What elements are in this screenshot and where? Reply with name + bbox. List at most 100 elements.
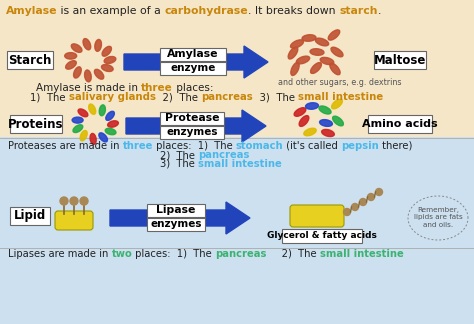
Ellipse shape [102, 46, 111, 56]
Ellipse shape [291, 63, 299, 75]
Ellipse shape [95, 40, 101, 51]
Text: salivary glands: salivary glands [69, 92, 156, 102]
Ellipse shape [322, 130, 334, 136]
Text: and other sugars, e.g. dextrins: and other sugars, e.g. dextrins [278, 78, 401, 87]
Text: places:: places: [173, 83, 213, 93]
FancyBboxPatch shape [55, 211, 93, 230]
Text: 2)  The: 2) The [156, 92, 201, 102]
Text: Maltose: Maltose [374, 53, 426, 66]
Bar [7, 51, 53, 69]
Text: Amylase: Amylase [167, 49, 219, 59]
Ellipse shape [319, 120, 332, 126]
Ellipse shape [73, 67, 81, 78]
Bar [147, 203, 205, 216]
Text: 1)  The: 1) The [30, 92, 69, 102]
Ellipse shape [310, 63, 321, 74]
Text: pancreas: pancreas [198, 150, 249, 160]
Ellipse shape [64, 52, 77, 59]
Bar [10, 207, 50, 225]
Ellipse shape [299, 116, 309, 126]
Ellipse shape [319, 106, 331, 114]
Bar [0, 137, 474, 250]
Text: Remember,: Remember, [417, 207, 459, 213]
Bar [160, 111, 224, 124]
Text: pepsin: pepsin [341, 141, 379, 151]
Bar [160, 48, 226, 61]
Ellipse shape [71, 44, 82, 52]
Text: Amylase is made in: Amylase is made in [36, 83, 141, 93]
Text: enzyme: enzyme [170, 63, 216, 73]
Ellipse shape [80, 131, 87, 141]
Ellipse shape [89, 104, 96, 114]
Polygon shape [124, 46, 268, 78]
Bar [368, 115, 432, 133]
Text: . It breaks down: . It breaks down [248, 6, 339, 16]
Ellipse shape [105, 128, 116, 135]
Text: Lipases are made in: Lipases are made in [8, 249, 111, 259]
Text: enzymes: enzymes [166, 127, 218, 137]
Text: 3)  The: 3) The [253, 92, 298, 102]
Ellipse shape [310, 49, 324, 55]
Ellipse shape [101, 64, 113, 72]
Ellipse shape [306, 103, 319, 109]
Text: small intestine: small intestine [320, 249, 404, 259]
Ellipse shape [99, 133, 108, 142]
Ellipse shape [331, 47, 343, 57]
Text: starch: starch [339, 6, 378, 16]
Text: (it's called: (it's called [283, 141, 341, 151]
Text: carbohydrase: carbohydrase [165, 6, 248, 16]
Ellipse shape [104, 56, 116, 64]
Text: Starch: Starch [9, 53, 52, 66]
Ellipse shape [315, 38, 328, 46]
Ellipse shape [304, 128, 316, 136]
Ellipse shape [328, 30, 340, 40]
Polygon shape [110, 202, 250, 234]
Text: is an example of a: is an example of a [57, 6, 165, 16]
Circle shape [344, 209, 350, 215]
Bar [160, 62, 226, 75]
Ellipse shape [330, 63, 340, 75]
Ellipse shape [73, 125, 83, 133]
Ellipse shape [333, 116, 343, 126]
Text: small intestine: small intestine [198, 159, 282, 169]
Text: stomach: stomach [236, 141, 283, 151]
Polygon shape [126, 110, 266, 142]
Bar [0, 248, 474, 324]
Ellipse shape [108, 121, 118, 127]
Ellipse shape [83, 39, 91, 50]
Text: 2)  The: 2) The [160, 150, 198, 160]
Text: places:  1)  The: places: 1) The [153, 141, 236, 151]
Bar [282, 229, 362, 243]
Text: Amino acids: Amino acids [362, 119, 438, 129]
Circle shape [359, 199, 366, 205]
Bar [0, 0, 474, 139]
Bar [374, 51, 426, 69]
Bar [10, 115, 62, 133]
Text: 2)  The: 2) The [266, 249, 320, 259]
Text: three: three [141, 83, 173, 93]
Circle shape [60, 197, 68, 205]
Ellipse shape [65, 61, 76, 69]
Ellipse shape [320, 57, 334, 64]
Text: there): there) [379, 141, 413, 151]
Text: small intestine: small intestine [298, 92, 383, 102]
Bar [147, 217, 205, 230]
Circle shape [367, 193, 374, 201]
Text: Amylase: Amylase [6, 6, 57, 16]
Circle shape [80, 197, 88, 205]
Text: enzymes: enzymes [150, 219, 202, 229]
Text: Lipid: Lipid [14, 210, 46, 223]
Ellipse shape [302, 35, 316, 41]
Text: places:  1)  The: places: 1) The [132, 249, 215, 259]
Ellipse shape [72, 117, 83, 123]
Text: and oils.: and oils. [423, 222, 453, 228]
Text: pancreas: pancreas [201, 92, 253, 102]
Ellipse shape [296, 56, 310, 64]
Circle shape [375, 189, 383, 195]
Text: Protease: Protease [165, 113, 219, 123]
Ellipse shape [332, 99, 342, 109]
Text: Proteases are made in: Proteases are made in [8, 141, 123, 151]
Text: Lipase: Lipase [156, 205, 196, 215]
Ellipse shape [291, 40, 303, 48]
Text: three: three [123, 141, 153, 151]
